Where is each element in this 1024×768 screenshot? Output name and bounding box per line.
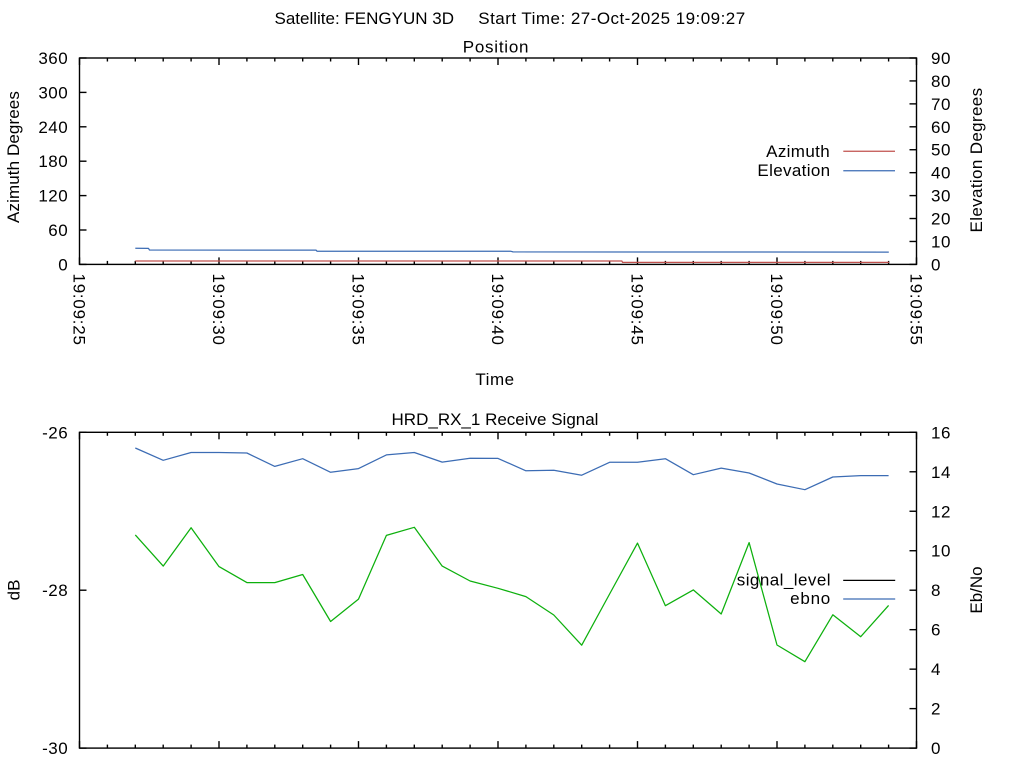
svg-text:-26: -26 (42, 423, 68, 442)
svg-text:Satellite: FENGYUN 3D: Satellite: FENGYUN 3D (275, 9, 455, 28)
svg-text:-30: -30 (42, 739, 68, 758)
svg-text:0: 0 (58, 255, 68, 274)
svg-text:ebno: ebno (790, 589, 831, 608)
svg-text:40: 40 (931, 164, 951, 183)
svg-text:50: 50 (931, 141, 951, 160)
svg-text:19:09:45: 19:09:45 (627, 274, 646, 346)
svg-text:Position: Position (463, 38, 529, 57)
svg-text:60: 60 (48, 221, 68, 240)
svg-text:19:09:55: 19:09:55 (906, 274, 925, 346)
svg-text:120: 120 (38, 187, 68, 206)
svg-text:0: 0 (931, 739, 941, 758)
svg-text:16: 16 (931, 423, 951, 442)
svg-text:360: 360 (38, 49, 68, 68)
svg-text:12: 12 (931, 502, 951, 521)
svg-text:60: 60 (931, 118, 951, 137)
svg-text:signal_level: signal_level (737, 571, 831, 590)
svg-text:dB: dB (5, 580, 24, 601)
svg-text:4: 4 (931, 660, 941, 679)
svg-text:19:09:25: 19:09:25 (69, 274, 88, 346)
svg-text:10: 10 (931, 542, 951, 561)
svg-text:240: 240 (38, 118, 68, 137)
svg-text:300: 300 (38, 83, 68, 102)
svg-text:Elevation: Elevation (757, 161, 830, 180)
svg-text:Eb/No: Eb/No (967, 566, 986, 613)
svg-text:19:09:40: 19:09:40 (488, 274, 507, 346)
svg-text:19:09:30: 19:09:30 (209, 274, 228, 346)
svg-text:Azimuth: Azimuth (766, 142, 830, 161)
svg-text:Azimuth Degrees: Azimuth Degrees (4, 91, 23, 223)
svg-text:14: 14 (931, 463, 951, 482)
svg-text:0: 0 (931, 255, 941, 274)
svg-text:19:09:35: 19:09:35 (348, 274, 367, 346)
svg-text:-28: -28 (42, 581, 68, 600)
svg-text:Start Time: 27-Oct-2025 19:09:: Start Time: 27-Oct-2025 19:09:27 (478, 9, 745, 28)
svg-text:30: 30 (931, 187, 951, 206)
svg-text:Elevation Degrees: Elevation Degrees (967, 88, 986, 233)
svg-text:70: 70 (931, 95, 951, 114)
svg-text:90: 90 (931, 49, 951, 68)
svg-text:Time: Time (475, 370, 514, 389)
svg-text:8: 8 (931, 581, 941, 600)
svg-text:10: 10 (931, 232, 951, 251)
svg-text:80: 80 (931, 72, 951, 91)
svg-text:20: 20 (931, 210, 951, 229)
svg-text:6: 6 (931, 621, 941, 640)
svg-text:19:09:50: 19:09:50 (767, 274, 786, 346)
svg-text:2: 2 (931, 700, 941, 719)
svg-text:HRD_RX_1 Receive Signal: HRD_RX_1 Receive Signal (392, 410, 599, 429)
svg-text:180: 180 (38, 152, 68, 171)
